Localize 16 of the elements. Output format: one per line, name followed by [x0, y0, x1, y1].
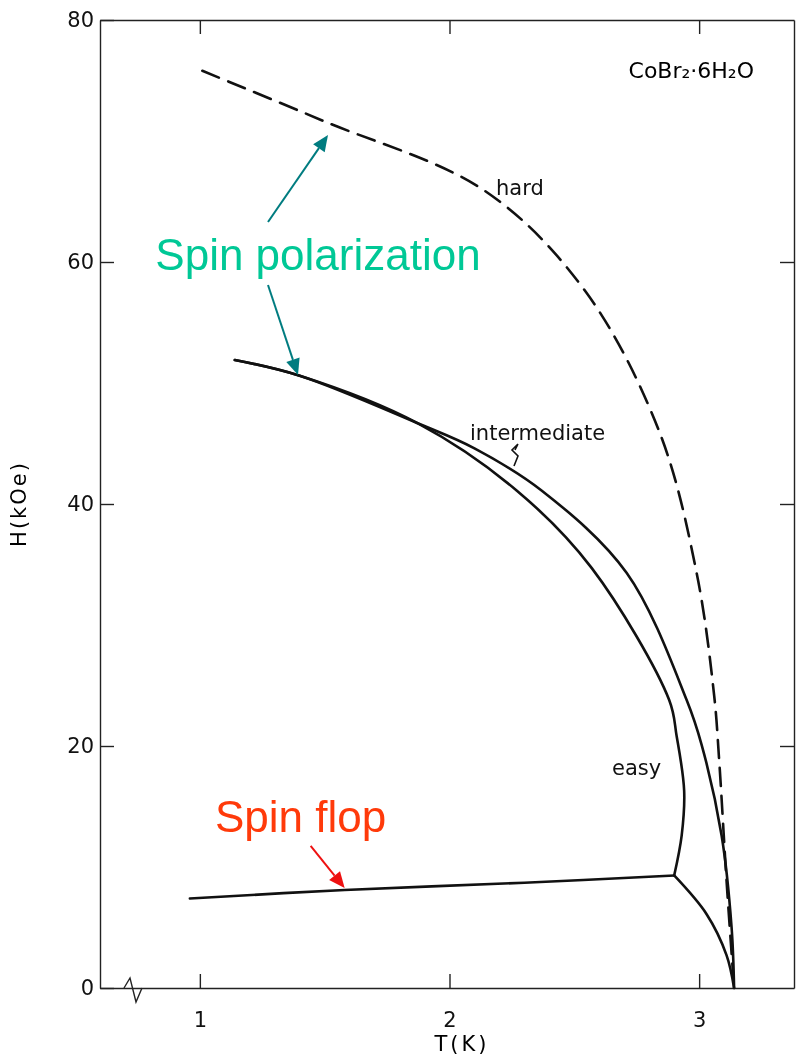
series-label: easy — [612, 756, 662, 780]
x-tick-label: 2 — [443, 1007, 457, 1032]
x-tick-label: 1 — [193, 1007, 208, 1032]
x-tick-label: 3 — [692, 1007, 707, 1032]
text: CoBr₂·6H₂O — [628, 58, 754, 83]
y-tick-label: 0 — [80, 976, 94, 1001]
annotation: Spin polarization — [155, 230, 481, 279]
series-label: intermediate — [470, 421, 606, 445]
y-tick-label: 40 — [67, 492, 94, 517]
y-tick-label: 80 — [67, 8, 94, 33]
annotation: Spin flop — [215, 791, 387, 841]
y-axis-title: H(kOe) — [7, 461, 31, 547]
y-tick-label: 20 — [67, 734, 94, 759]
series-label: hard — [496, 176, 544, 200]
y-tick-label: 60 — [67, 250, 94, 275]
x-axis-title: T(K) — [433, 1032, 490, 1056]
